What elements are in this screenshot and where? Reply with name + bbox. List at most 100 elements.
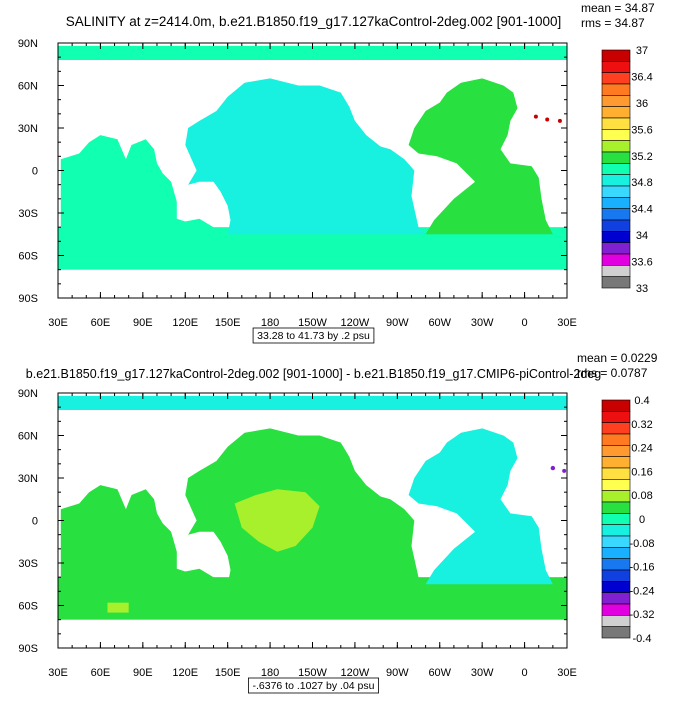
colorbar-swatch bbox=[601, 456, 631, 469]
x-tick-label: 120W bbox=[341, 317, 370, 329]
arctic-ocean-field bbox=[58, 45, 567, 60]
colorbar-swatch bbox=[601, 615, 631, 627]
colorbar-swatch bbox=[601, 581, 631, 593]
y-tick-label: 0 bbox=[32, 516, 38, 528]
mediterranean-high-salinity bbox=[557, 118, 562, 123]
colorbar-swatch bbox=[601, 445, 631, 457]
panel-salinity: 30E 60E 90E 120E 150E 180 150W 120W 90W 60W 30W 0 30… bbox=[18, 1, 655, 344]
indian-ocean-field bbox=[60, 485, 221, 585]
y-tick-label: 30N bbox=[18, 123, 38, 135]
colorbar-swatch bbox=[601, 174, 631, 187]
y-tick-label: 30N bbox=[18, 473, 38, 485]
x-tick-label: 30W bbox=[471, 317, 494, 329]
colorbar-swatch bbox=[601, 140, 631, 153]
colorbar-swatch bbox=[601, 535, 631, 548]
mediterranean-anomaly bbox=[562, 468, 567, 473]
colorbar-swatch bbox=[601, 163, 631, 175]
colorbar-label: 35.6 bbox=[631, 124, 652, 136]
colorbar-swatch bbox=[601, 479, 631, 491]
colorbar-swatch bbox=[601, 276, 631, 289]
arctic-ocean-field bbox=[58, 395, 567, 410]
x-tick-label: 150E bbox=[215, 667, 241, 679]
y-tick-label: 90S bbox=[18, 293, 38, 305]
x-tick-label: 30E bbox=[48, 317, 68, 329]
mediterranean-anomaly bbox=[550, 465, 556, 471]
colorbar-label: 0.4 bbox=[634, 395, 649, 407]
colorbar-swatch bbox=[601, 467, 631, 480]
colorbar-label: 33.6 bbox=[631, 257, 652, 269]
colorbar-label: 34 bbox=[636, 230, 648, 242]
colorbar-swatch bbox=[601, 399, 631, 412]
mediterranean-high-salinity bbox=[533, 114, 538, 119]
colorbar-swatch bbox=[601, 185, 631, 198]
contour-range-label: 33.28 to 41.73 by .2 psu bbox=[257, 330, 370, 342]
y-tick-label: 30S bbox=[18, 208, 38, 220]
colorbar-swatch bbox=[601, 501, 631, 514]
colorbar-swatch bbox=[601, 151, 631, 164]
y-tick-label: 30S bbox=[18, 558, 38, 570]
y-tick-label: 90N bbox=[18, 38, 38, 50]
x-tick-label: 120E bbox=[172, 667, 198, 679]
y-tick-label: 60N bbox=[18, 431, 38, 443]
colorbar-swatch bbox=[601, 61, 631, 73]
contour-range-box bbox=[252, 327, 375, 344]
chart-title: SALINITY at z=2414.0m, b.e21.B1850.f19_g… bbox=[66, 14, 562, 29]
colorbar-label: -0.32 bbox=[629, 609, 654, 621]
indian-ocean-field bbox=[60, 135, 221, 235]
y-tick-label: 60N bbox=[18, 81, 38, 93]
map-area bbox=[58, 393, 567, 648]
colorbar-swatch bbox=[601, 49, 631, 62]
colorbar-swatch bbox=[601, 422, 631, 435]
colorbar-swatch bbox=[601, 524, 631, 537]
colorbar-swatch bbox=[601, 219, 631, 232]
colorbar-swatch bbox=[601, 106, 631, 119]
mean-stat: mean = 34.87 bbox=[581, 1, 655, 15]
colorbar-label: 0.24 bbox=[631, 443, 652, 455]
colorbar-swatch bbox=[601, 253, 631, 266]
atlantic-ocean-field bbox=[408, 78, 553, 235]
colorbar-label: 34.8 bbox=[631, 177, 652, 189]
x-tick-label: 0 bbox=[522, 317, 528, 329]
x-tick-label: 90W bbox=[386, 317, 409, 329]
colorbar-label: -0.4 bbox=[633, 633, 652, 645]
contour-range-box bbox=[248, 677, 379, 694]
colorbar-swatch bbox=[601, 83, 631, 96]
x-tick-label: 30W bbox=[471, 667, 494, 679]
x-tick-label: 180 bbox=[261, 317, 279, 329]
colorbar-swatch bbox=[601, 513, 631, 525]
colorbar-swatch bbox=[601, 72, 631, 85]
y-tick-label: 60S bbox=[18, 251, 38, 263]
x-tick-label: 60E bbox=[91, 667, 111, 679]
colorbar-swatch bbox=[601, 411, 631, 423]
colorbar-label: 36.4 bbox=[631, 71, 652, 83]
chart-title: b.e21.B1850.f19_g17.127kaControl-2deg.00… bbox=[26, 367, 601, 381]
colorbar-swatch bbox=[601, 197, 631, 209]
mediterranean-high-salinity bbox=[545, 117, 550, 122]
contour-range-label: -.6376 to .1027 by .04 psu bbox=[252, 680, 374, 692]
y-tick-label: 60S bbox=[18, 601, 38, 613]
colorbar-swatch bbox=[601, 603, 631, 616]
x-tick-label: 150E bbox=[215, 317, 241, 329]
colorbar-swatch bbox=[601, 626, 631, 639]
colorbar-swatch bbox=[601, 208, 631, 221]
x-tick-label: 150W bbox=[298, 317, 327, 329]
x-tick-label: 30E bbox=[48, 667, 68, 679]
colorbar-label: 34.4 bbox=[631, 204, 652, 216]
x-tick-label: 120E bbox=[172, 317, 198, 329]
colorbar-swatch bbox=[601, 558, 631, 571]
colorbar-label: 0.08 bbox=[631, 490, 652, 502]
mean-stat: mean = 0.0229 bbox=[577, 351, 658, 365]
colorbar-swatch bbox=[601, 547, 631, 559]
colorbar-label: 37 bbox=[636, 45, 648, 57]
pacific-ocean-field bbox=[185, 78, 426, 235]
colorbar-swatch bbox=[601, 433, 631, 446]
atlantic-ocean-field bbox=[408, 428, 553, 585]
colorbar-label: 0.16 bbox=[631, 466, 652, 478]
colorbar-swatch bbox=[601, 592, 631, 605]
positive-anomaly-patch bbox=[234, 489, 320, 552]
rms-stat: rms = 0.0787 bbox=[577, 366, 648, 380]
x-tick-label: 30E bbox=[557, 317, 577, 329]
colorbar-label: 35.2 bbox=[631, 151, 652, 163]
x-tick-label: 0 bbox=[522, 667, 528, 679]
colorbar-swatch bbox=[601, 242, 631, 255]
